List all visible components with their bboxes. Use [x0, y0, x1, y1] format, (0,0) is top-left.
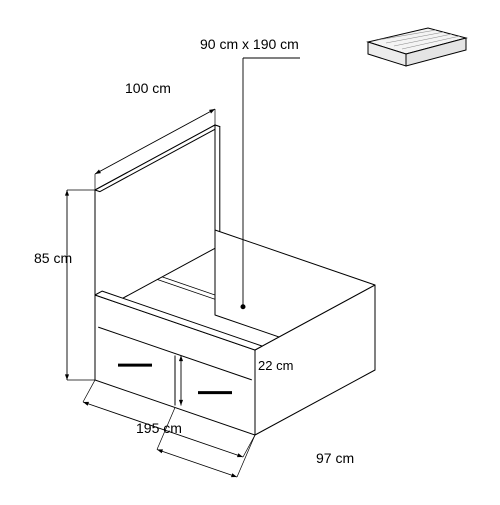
label-headboard-width: 100 cm — [125, 80, 171, 96]
mattress-icon — [356, 24, 476, 72]
label-total-length: 195 cm — [136, 420, 182, 436]
bed-diagram-svg — [0, 0, 500, 500]
label-total-height: 85 cm — [34, 250, 72, 266]
label-drawer-height: 22 cm — [258, 358, 293, 373]
diagram-stage: 100 cm 85 cm 90 cm x 190 cm 22 cm 195 cm… — [0, 0, 500, 500]
label-mattress-size: 90 cm x 190 cm — [200, 36, 299, 52]
label-drawer-width: 97 cm — [316, 450, 354, 466]
